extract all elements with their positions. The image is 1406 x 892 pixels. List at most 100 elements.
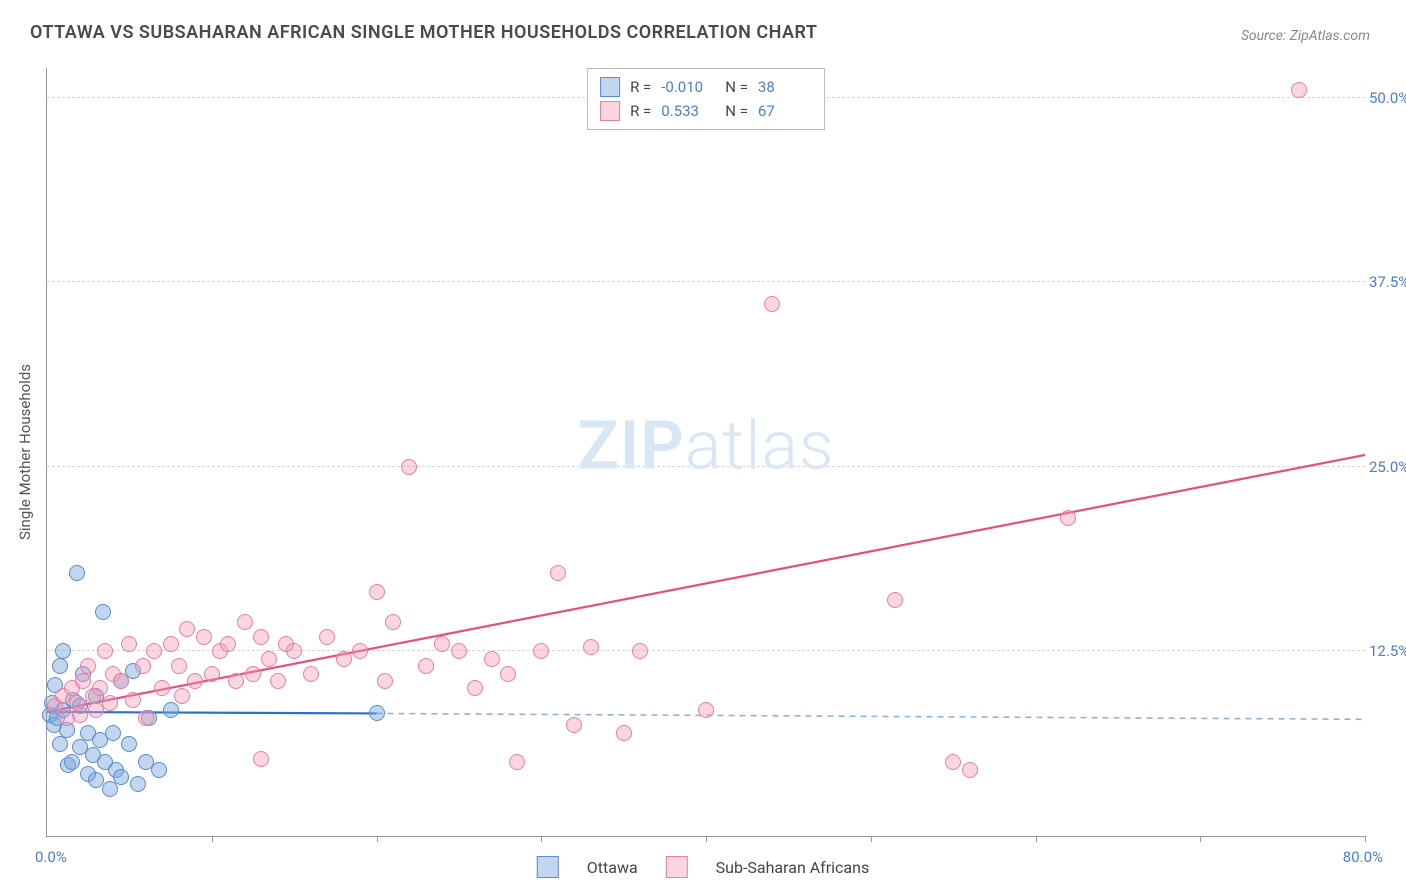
scatter-point-ssa	[566, 717, 582, 733]
scatter-point-ssa	[154, 680, 170, 696]
scatter-point-ssa	[632, 643, 648, 659]
y-axis-title: Single Mother Households	[16, 364, 34, 540]
x-tick	[871, 836, 872, 842]
x-axis-end-label: 80.0%	[1343, 848, 1383, 866]
stat-legend: R = -0.010 N = 38 R = 0.533 N = 67	[587, 68, 825, 130]
scatter-point-ssa	[179, 621, 195, 637]
scatter-point-ssa	[174, 688, 190, 704]
source-attribution: Source: ZipAtlas.com	[1241, 28, 1370, 44]
bottom-legend: Ottawa Sub-Saharan Africans	[537, 856, 869, 878]
scatter-point-ssa	[75, 673, 91, 689]
scatter-point-ssa	[434, 636, 450, 652]
legend-swatch-ottawa	[537, 856, 559, 878]
scatter-point-ssa	[245, 666, 261, 682]
scatter-point-ssa	[204, 666, 220, 682]
scatter-point-ssa	[237, 614, 253, 630]
gridline: 25.0%	[47, 466, 1365, 467]
scatter-point-ssa	[163, 636, 179, 652]
trendline-ottawa-extrapolated	[377, 713, 1366, 719]
scatter-point-ssa	[187, 673, 203, 689]
stat-row-ottawa: R = -0.010 N = 38	[600, 75, 812, 99]
scatter-point-ssa	[121, 636, 137, 652]
n-value-ottawa: 38	[758, 75, 812, 99]
scatter-point-ottawa	[121, 736, 137, 752]
scatter-point-ssa	[138, 710, 154, 726]
gridline: 12.5%	[47, 650, 1365, 651]
scatter-point-ssa	[1060, 510, 1076, 526]
n-label-2: N =	[725, 99, 748, 123]
scatter-point-ssa	[171, 658, 187, 674]
y-tick-label: 25.0%	[1369, 458, 1406, 476]
scatter-point-ssa	[97, 643, 113, 659]
plot-area: 12.5%25.0%37.5%50.0% Single Mother House…	[46, 68, 1365, 837]
scatter-point-ssa	[135, 658, 151, 674]
scatter-point-ssa	[270, 673, 286, 689]
scatter-point-ottawa	[130, 776, 146, 792]
swatch-ottawa	[600, 77, 620, 97]
x-tick	[706, 836, 707, 842]
legend-label-ottawa: Ottawa	[587, 858, 638, 877]
scatter-point-ottawa	[52, 736, 68, 752]
scatter-point-ssa	[401, 459, 417, 475]
x-tick	[377, 836, 378, 842]
scatter-point-ottawa	[151, 762, 167, 778]
scatter-point-ssa	[336, 651, 352, 667]
trend-lines-layer	[47, 68, 1365, 836]
n-label: N =	[725, 75, 748, 99]
r-label: R =	[630, 75, 651, 99]
x-axis-start-label: 0.0%	[35, 848, 67, 866]
scatter-point-ssa	[583, 639, 599, 655]
scatter-point-ottawa	[95, 604, 111, 620]
scatter-point-ssa	[303, 666, 319, 682]
scatter-point-ssa	[286, 643, 302, 659]
scatter-point-ssa	[253, 629, 269, 645]
swatch-ssa	[600, 101, 620, 121]
watermark: ZIPatlas	[578, 406, 835, 486]
scatter-point-ottawa	[163, 702, 179, 718]
chart-title: OTTAWA VS SUBSAHARAN AFRICAN SINGLE MOTH…	[30, 22, 817, 43]
watermark-light: atlas	[685, 406, 835, 486]
scatter-point-ssa	[962, 762, 978, 778]
scatter-point-ssa	[418, 658, 434, 674]
scatter-point-ssa	[484, 651, 500, 667]
r-label-2: R =	[630, 99, 651, 123]
x-tick	[212, 836, 213, 842]
scatter-point-ssa	[698, 702, 714, 718]
scatter-point-ssa	[451, 643, 467, 659]
scatter-point-ssa	[467, 680, 483, 696]
scatter-point-ssa	[385, 614, 401, 630]
legend-label-ssa: Sub-Saharan Africans	[716, 858, 870, 877]
watermark-bold: ZIP	[578, 406, 685, 486]
scatter-point-ssa	[550, 565, 566, 581]
scatter-point-ssa	[945, 754, 961, 770]
scatter-point-ssa	[319, 629, 335, 645]
scatter-point-ssa	[764, 296, 780, 312]
scatter-point-ottawa	[369, 705, 385, 721]
r-value-ottawa: -0.010	[661, 75, 715, 99]
x-tick	[541, 836, 542, 842]
scatter-point-ssa	[369, 584, 385, 600]
x-tick	[1036, 836, 1037, 842]
scatter-point-ssa	[533, 643, 549, 659]
scatter-point-ottawa	[64, 754, 80, 770]
scatter-point-ssa	[228, 673, 244, 689]
n-value-ssa: 67	[758, 99, 812, 123]
scatter-point-ssa	[887, 592, 903, 608]
x-tick	[1200, 836, 1201, 842]
y-tick-label: 12.5%	[1369, 642, 1406, 660]
scatter-point-ssa	[509, 754, 525, 770]
scatter-point-ssa	[500, 666, 516, 682]
scatter-point-ssa	[125, 692, 141, 708]
scatter-point-ssa	[261, 651, 277, 667]
gridline: 37.5%	[47, 281, 1365, 282]
scatter-point-ssa	[102, 695, 118, 711]
legend-swatch-ssa	[666, 856, 688, 878]
scatter-point-ssa	[616, 725, 632, 741]
scatter-point-ssa	[196, 629, 212, 645]
scatter-point-ottawa	[69, 565, 85, 581]
scatter-point-ottawa	[52, 658, 68, 674]
stat-row-ssa: R = 0.533 N = 67	[600, 99, 812, 123]
scatter-point-ottawa	[113, 769, 129, 785]
y-tick-label: 50.0%	[1369, 89, 1406, 107]
scatter-point-ssa	[72, 707, 88, 723]
